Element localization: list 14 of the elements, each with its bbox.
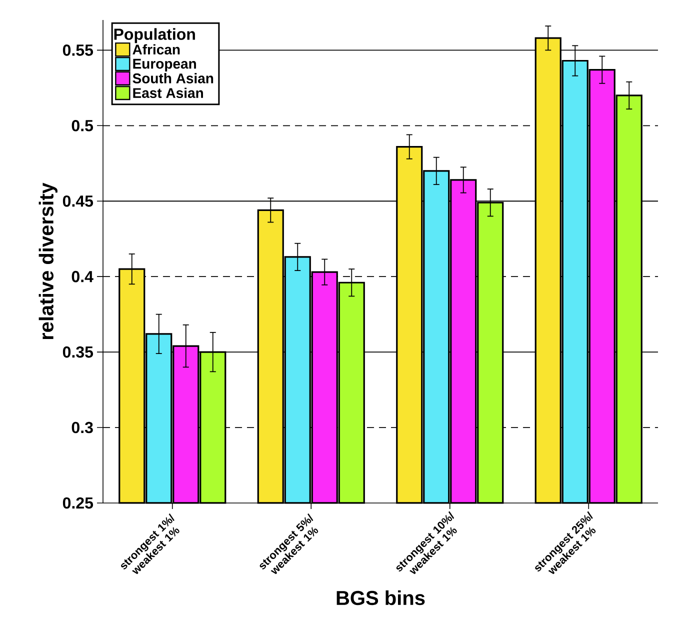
y-tick-label: 0.35 [62, 346, 94, 358]
y-tick-label: 0.3 [72, 422, 93, 434]
legend-label: European [133, 58, 196, 72]
legend-label: African [132, 44, 180, 55]
legend-label: South Asian [132, 73, 214, 84]
x-axis-title: BGS bins [336, 590, 425, 606]
legend-title: Population [114, 28, 195, 44]
legend-label: East Asian [133, 88, 203, 98]
y-tick-label: 0.25 [62, 497, 94, 509]
y-axis-title: relative diversity [38, 182, 58, 340]
y-tick-label: 0.55 [62, 44, 94, 56]
y-tick-label: 0.45 [62, 195, 94, 207]
y-tick-label: 0.5 [72, 120, 94, 132]
y-tick-label: 0.4 [72, 270, 94, 282]
